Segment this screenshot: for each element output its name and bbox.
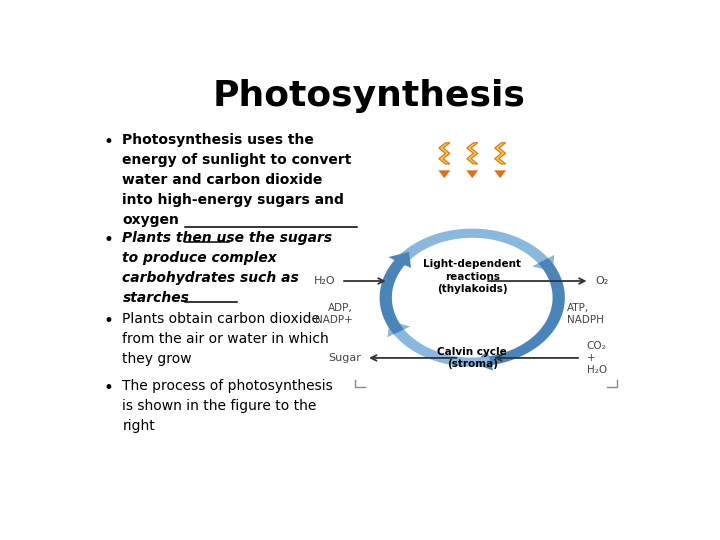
Text: right: right (122, 418, 155, 433)
Text: ATP,
NADPH: ATP, NADPH (567, 303, 604, 325)
Text: Photosynthesis: Photosynthesis (212, 79, 526, 113)
Text: •: • (104, 231, 114, 249)
Text: •: • (104, 379, 114, 397)
Text: Plants then use the sugars: Plants then use the sugars (122, 231, 333, 245)
Polygon shape (467, 143, 477, 164)
Text: CO₂
+
H₂O: CO₂ + H₂O (587, 341, 607, 375)
Text: The process of photosynthesis: The process of photosynthesis (122, 379, 333, 393)
Text: into high-energy sugars and: into high-energy sugars and (122, 193, 344, 207)
Polygon shape (438, 170, 450, 178)
Text: Plants obtain carbon dioxide: Plants obtain carbon dioxide (122, 312, 320, 326)
Polygon shape (394, 228, 554, 271)
Polygon shape (474, 258, 565, 370)
Text: •: • (104, 312, 114, 330)
Polygon shape (494, 170, 506, 178)
Polygon shape (379, 252, 411, 334)
Text: O₂: O₂ (595, 276, 608, 286)
Text: is shown in the figure to the: is shown in the figure to the (122, 399, 317, 413)
Text: they grow: they grow (122, 352, 192, 366)
Text: carbohydrates such as: carbohydrates such as (122, 271, 299, 285)
Text: Sugar: Sugar (328, 353, 361, 363)
Text: Light-dependent
reactions
(thylakoids): Light-dependent reactions (thylakoids) (423, 259, 521, 294)
Text: water and carbon dioxide: water and carbon dioxide (122, 173, 323, 187)
Polygon shape (495, 143, 505, 164)
Text: from the air or water in which: from the air or water in which (122, 332, 329, 346)
Text: Calvin cycle
(stroma): Calvin cycle (stroma) (437, 347, 507, 369)
Text: H₂O: H₂O (314, 276, 336, 286)
Text: oxygen: oxygen (122, 213, 179, 227)
Text: ADP,
NADP+: ADP, NADP+ (315, 303, 352, 325)
Polygon shape (439, 143, 450, 164)
Polygon shape (387, 321, 492, 367)
Polygon shape (467, 170, 478, 178)
Text: to produce complex: to produce complex (122, 251, 277, 265)
Text: Photosynthesis uses the: Photosynthesis uses the (122, 133, 314, 147)
Text: •: • (104, 133, 114, 151)
Text: starches: starches (122, 291, 189, 305)
Text: energy of sunlight to convert: energy of sunlight to convert (122, 153, 352, 167)
